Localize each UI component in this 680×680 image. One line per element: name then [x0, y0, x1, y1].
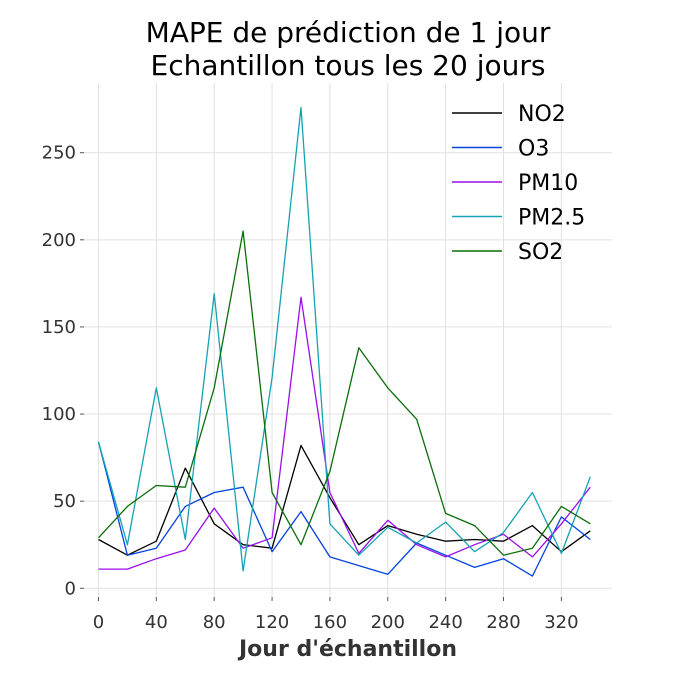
series-line-pm25: [97, 106, 591, 572]
y-tick-label: 200: [42, 230, 76, 251]
x-tick-label: 320: [544, 612, 578, 633]
y-axis-ticks: 0 50 100 150 200 250: [42, 143, 84, 599]
legend-label-pm10: PM10: [518, 171, 578, 196]
legend-label-o3: O3: [518, 137, 549, 162]
x-tick-label: 0: [93, 612, 104, 633]
x-tick-label: 160: [313, 612, 347, 633]
y-tick-label: 50: [53, 491, 76, 512]
legend: NO2 O3 PM10 PM2.5 SO2: [452, 102, 585, 265]
x-axis-label: Jour d'échantillon: [237, 637, 457, 662]
series-line-so2: [98, 230, 591, 556]
legend-label-so2: SO2: [518, 240, 563, 265]
series-lines: [97, 106, 591, 577]
legend-label-pm25: PM2.5: [518, 206, 585, 231]
x-tick-label: 240: [428, 612, 462, 633]
y-tick-label: 0: [65, 578, 76, 599]
legend-label-no2: NO2: [518, 102, 566, 127]
series-line-o3: [97, 441, 591, 577]
x-tick-label: 280: [486, 612, 520, 633]
x-tick-label: 40: [145, 612, 168, 633]
chart-subtitle: Echantillon tous les 20 jours: [151, 49, 546, 82]
y-tick-label: 100: [42, 404, 76, 425]
x-axis-ticks: 0 40 80 120 160 200 240 280 320: [93, 597, 579, 633]
series-line-pm10: [98, 296, 591, 570]
chart-title: MAPE de prédiction de 1 jour: [146, 16, 551, 49]
x-tick-label: 80: [203, 612, 226, 633]
y-tick-label: 250: [42, 143, 76, 164]
x-tick-label: 120: [255, 612, 289, 633]
y-tick-label: 150: [42, 317, 76, 338]
x-tick-label: 200: [371, 612, 405, 633]
